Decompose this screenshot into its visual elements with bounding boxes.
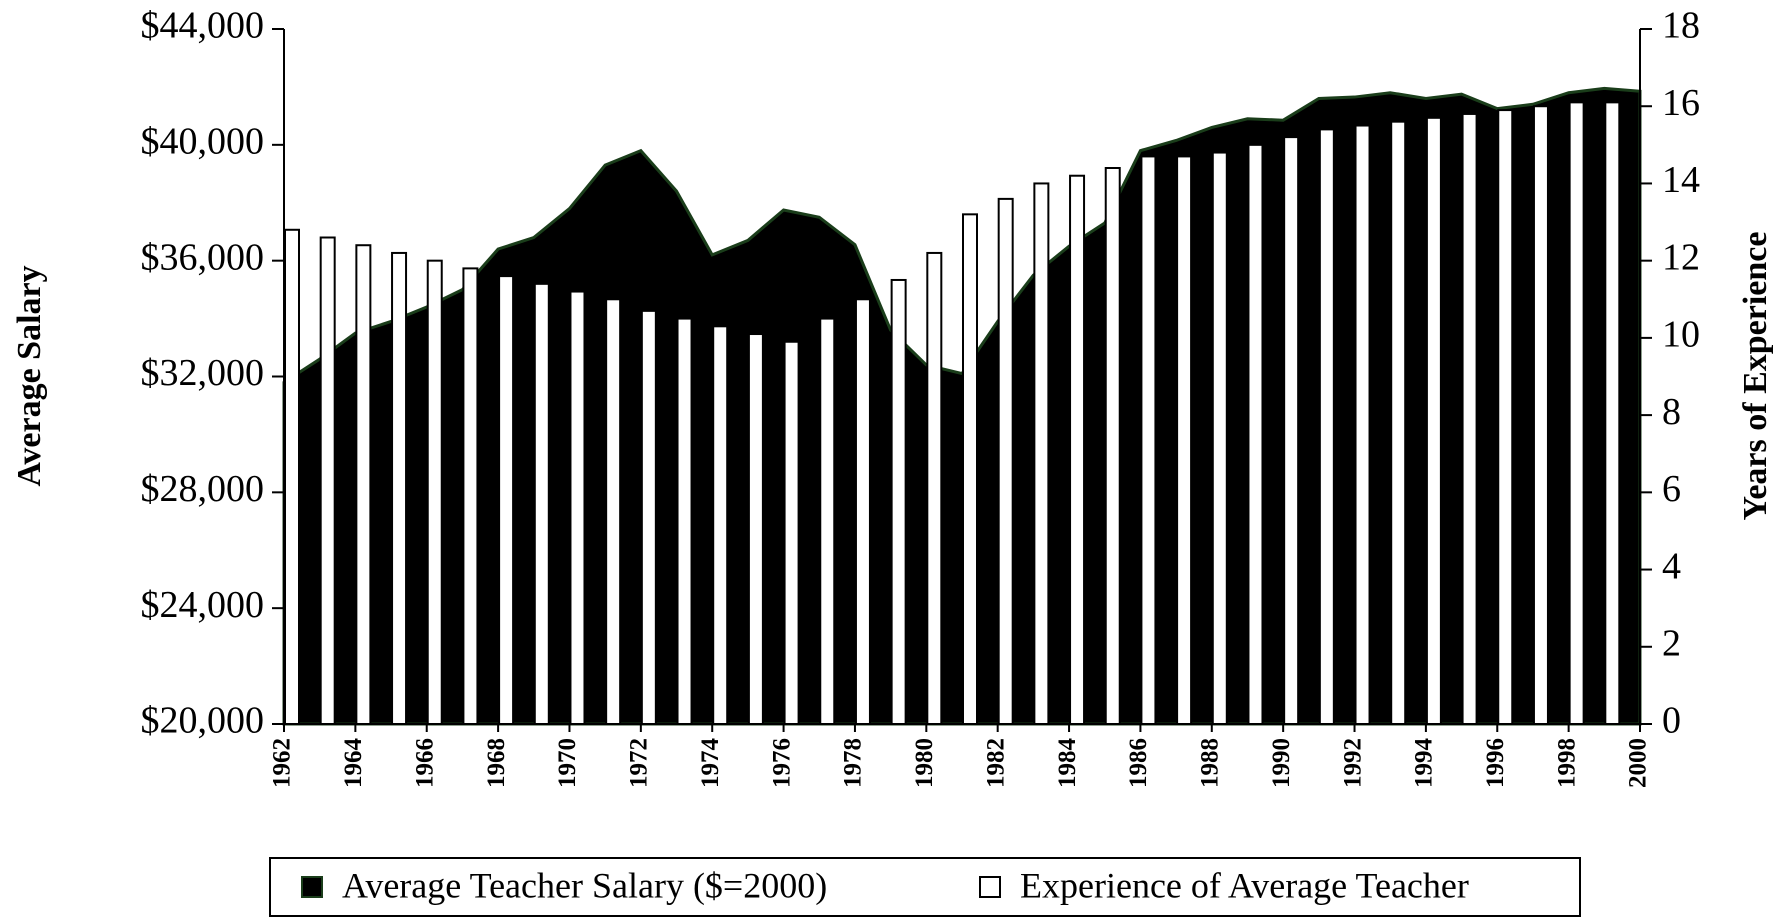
y2-tick-label: 4 (1662, 545, 1681, 587)
experience-bar (426, 259, 443, 725)
experience-bar (569, 290, 586, 725)
experience-bar (1568, 101, 1585, 726)
x-tick-label: 1986 (1125, 738, 1152, 788)
y-tick-label: $36,000 (141, 236, 265, 278)
experience-bar (1497, 109, 1514, 726)
experience-bar (640, 309, 657, 725)
experience-bar (1104, 167, 1121, 725)
x-tick-label: 1994 (1411, 738, 1438, 789)
experience-bar (783, 340, 800, 725)
experience-bar (355, 244, 372, 725)
experience-bar (819, 317, 836, 725)
x-tick-label: 1988 (1197, 738, 1224, 788)
legend-label: Experience of Average Teacher (1020, 865, 1469, 905)
y2-tick-label: 12 (1662, 236, 1700, 278)
y2-tick-label: 18 (1662, 5, 1700, 47)
x-tick-label: 1990 (1268, 738, 1295, 788)
experience-bar (462, 267, 479, 725)
experience-bar (391, 251, 408, 725)
x-tick-label: 1996 (1482, 738, 1509, 788)
y2-tick-label: 14 (1662, 159, 1700, 201)
experience-bar (284, 228, 300, 725)
legend-swatch (979, 876, 1001, 898)
experience-bar (1283, 136, 1300, 726)
x-tick-label: 1998 (1553, 738, 1580, 788)
y-axis-label: Average Salary (11, 265, 48, 486)
experience-bar (1532, 105, 1549, 725)
x-tick-label: 1966 (411, 738, 438, 788)
experience-bar (926, 251, 943, 725)
y2-axis-label: Years of Experience (1737, 232, 1774, 521)
experience-bar (1425, 116, 1442, 726)
experience-bar (747, 333, 764, 725)
x-tick-label: 1962 (269, 738, 296, 788)
y2-tick-label: 6 (1662, 468, 1681, 510)
y-tick-label: $24,000 (141, 584, 265, 626)
y2-tick-label: 0 (1662, 700, 1681, 742)
y2-tick-label: 10 (1662, 314, 1700, 356)
legend-swatch (301, 876, 323, 898)
experience-bar (1176, 155, 1193, 725)
y2-tick-label: 2 (1662, 622, 1681, 664)
x-tick-label: 1980 (911, 738, 938, 788)
y2-tick-label: 8 (1662, 391, 1681, 433)
experience-bar (1390, 120, 1407, 725)
y-tick-label: $40,000 (141, 121, 265, 163)
x-tick-label: 1974 (697, 738, 724, 789)
experience-bar (1318, 128, 1335, 725)
experience-bar (676, 317, 693, 725)
experience-bar (997, 197, 1014, 725)
experience-bar (533, 282, 550, 725)
experience-bar (1461, 112, 1478, 725)
legend-box (269, 857, 1581, 917)
experience-bar (1140, 155, 1157, 725)
experience-bar (605, 298, 622, 725)
experience-bar (962, 213, 978, 725)
x-tick-label: 2000 (1625, 738, 1652, 788)
experience-bar (1247, 143, 1264, 726)
legend-label: Average Teacher Salary ($=2000) (342, 865, 827, 905)
x-tick-label: 1976 (768, 738, 795, 788)
y-tick-label: $28,000 (141, 468, 265, 510)
experience-bar (1211, 151, 1228, 726)
x-tick-label: 1982 (982, 738, 1009, 788)
experience-bar (319, 236, 336, 725)
experience-bar (1069, 174, 1086, 725)
experience-bar (890, 278, 907, 725)
x-tick-label: 1992 (1339, 738, 1366, 788)
x-tick-label: 1970 (554, 738, 581, 788)
y-tick-label: $20,000 (141, 700, 265, 742)
y-tick-label: $44,000 (141, 5, 265, 47)
y2-tick-label: 16 (1662, 82, 1700, 124)
experience-bar (1354, 124, 1371, 726)
experience-bar (712, 325, 729, 725)
x-tick-label: 1972 (626, 738, 653, 788)
x-tick-label: 1984 (1054, 738, 1081, 789)
x-tick-label: 1968 (483, 738, 510, 788)
experience-bar (1033, 182, 1050, 725)
experience-bar (1604, 101, 1621, 726)
experience-bar (498, 275, 515, 725)
x-tick-label: 1978 (840, 738, 867, 788)
experience-bar (854, 298, 871, 725)
y-tick-label: $32,000 (141, 352, 265, 394)
x-tick-label: 1964 (340, 738, 367, 789)
